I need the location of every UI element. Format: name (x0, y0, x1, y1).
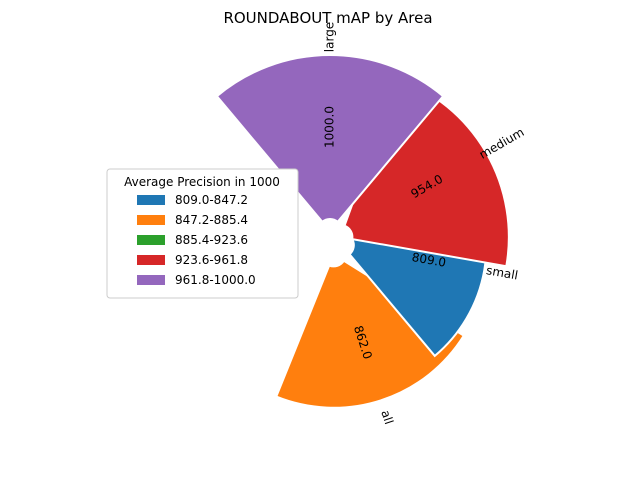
legend-title: Average Precision in 1000 (124, 175, 280, 189)
legend-label: 961.8-1000.0 (175, 273, 256, 287)
legend-swatch (137, 195, 165, 205)
category-label-medium: medium (477, 125, 527, 162)
legend-swatch (137, 235, 165, 245)
legend-items: 809.0-847.2 847.2-885.4 885.4-923.6 923.6-9… (137, 193, 256, 287)
legend-swatch (137, 255, 165, 265)
legend-label: 885.4-923.6 (175, 233, 248, 247)
chart-title: ROUNDABOUT mAP by Area (223, 9, 432, 27)
category-label-small: small (485, 263, 519, 282)
category-label-all: all (378, 408, 396, 426)
bar-all (274, 259, 466, 409)
value-label-large: 1000.0 (323, 106, 337, 148)
legend-label: 923.6-961.8 (175, 253, 248, 267)
value-label-small: 809.0 (411, 250, 447, 270)
legend: Average Precision in 1000 809.0-847.2 847… (106, 168, 299, 299)
bar-large (215, 54, 445, 224)
legend-swatch (137, 215, 165, 225)
legend-label: 847.2-885.4 (175, 213, 248, 227)
legend-swatch (137, 275, 165, 285)
category-label-large: large (323, 22, 337, 52)
legend-label: 809.0-847.2 (175, 193, 248, 207)
bars-group (215, 54, 510, 409)
